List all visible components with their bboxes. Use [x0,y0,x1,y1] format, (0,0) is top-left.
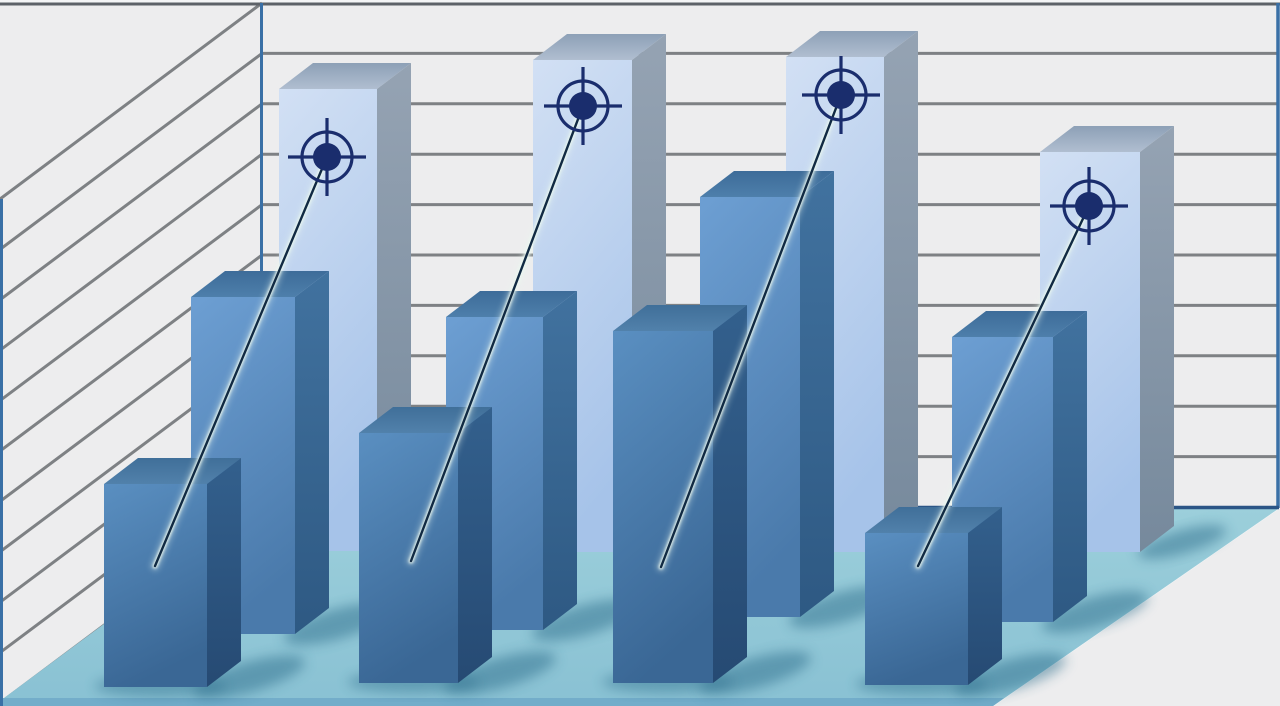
goal-line-2 [406,101,588,566]
front-bar-2 [359,407,492,683]
bar-top-face [786,31,918,57]
goal-line-1 [150,152,332,571]
crosshair-ring [814,68,868,122]
bar-side-face [884,31,918,552]
goal-line-4 [913,201,1094,571]
bar-side-face [458,407,492,683]
bar-top-face [104,458,241,484]
bar-top-face [613,305,747,331]
goal-line-core [153,155,329,568]
crosshair-ring [300,130,354,184]
bar-top-face [533,34,666,60]
bars-front-row [104,305,1002,687]
goal-line-core [409,104,585,563]
bar-front-face [613,331,713,683]
bar-top-face [1040,126,1174,152]
bar-side-face [207,458,241,687]
front-bar-4 [865,507,1002,685]
wall-gridline-perspective [0,203,263,402]
goal-line-3 [656,90,846,572]
goal-line-core [659,93,843,569]
bar-shadow [1137,524,1227,560]
bar-side-face [543,291,577,630]
goal-line-core [916,204,1091,568]
bar-side-face [800,171,834,617]
goal-lines [150,90,1094,572]
crosshair-center-dot [313,143,341,171]
target-crosshair-2 [544,67,622,145]
front-bar-1 [104,458,241,687]
crosshair-center-dot [569,92,597,120]
bar-top-face [865,507,1002,533]
wall-gridline-perspective [0,152,263,352]
wall-gridline-perspective [0,102,263,302]
target-crosshair-1 [288,118,366,196]
bar-front-face [104,484,207,687]
front-bar-3 [613,305,747,683]
crosshair-center-dot [827,81,855,109]
crosshair-center-dot [1075,192,1103,220]
crosshair-ring [556,79,610,133]
bar-top-face [191,271,329,297]
bar-front-face [865,533,968,685]
floor-front-strip [0,698,1004,706]
bar-side-face [1053,311,1087,622]
bar-side-face [295,271,329,634]
wall-gridline-perspective [0,1,263,201]
bar-top-face [952,311,1087,337]
bar-shadow [1041,591,1149,633]
goal-targets [288,56,1128,245]
target-crosshair-4 [1050,167,1128,245]
middle-bar-4 [952,311,1087,622]
wall-gridline-perspective [0,52,263,251]
target-crosshair-3 [802,56,880,134]
bar-shadow [531,599,639,641]
bar-top-face [279,63,411,89]
bar-side-face [968,507,1002,685]
bar-side-face [1140,126,1174,552]
crosshair-ring [1062,179,1116,233]
